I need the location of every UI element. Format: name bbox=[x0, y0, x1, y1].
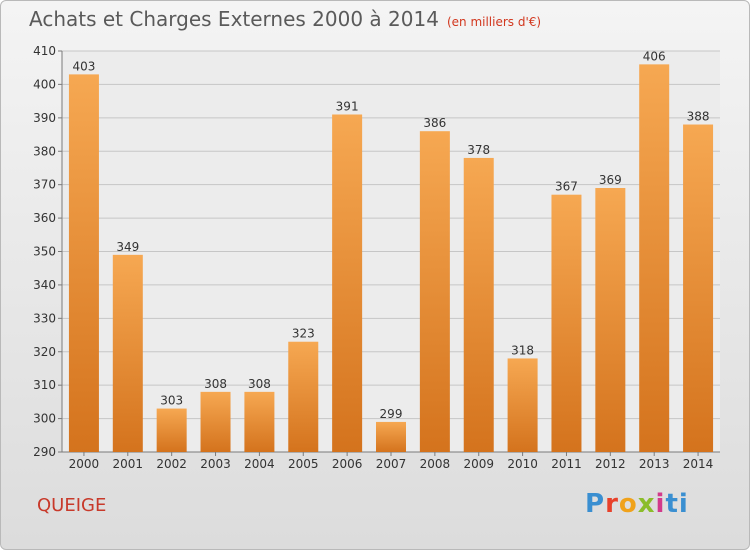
x-tick-label-2007: 2007 bbox=[376, 457, 407, 471]
bar-2010 bbox=[507, 358, 538, 452]
x-tick-label-2004: 2004 bbox=[244, 457, 275, 471]
data-label-2012: 369 bbox=[599, 173, 622, 187]
chart-title: Achats et Charges Externes 2000 à 2014 (e… bbox=[29, 7, 542, 31]
bar-2013 bbox=[639, 64, 670, 452]
y-tick-label: 330 bbox=[33, 311, 56, 325]
x-tick-label-2009: 2009 bbox=[463, 457, 494, 471]
bar-2006 bbox=[332, 114, 363, 452]
city-name: QUEIGE bbox=[37, 495, 107, 516]
data-label-2010: 318 bbox=[511, 343, 534, 357]
x-tick-label-2013: 2013 bbox=[639, 457, 670, 471]
x-tick-label-2001: 2001 bbox=[113, 457, 144, 471]
x-tick-label-2011: 2011 bbox=[551, 457, 582, 471]
data-label-2007: 299 bbox=[380, 407, 403, 421]
bar-2003 bbox=[200, 391, 231, 452]
bar-2002 bbox=[156, 408, 187, 452]
x-tick-label-2010: 2010 bbox=[507, 457, 538, 471]
bar-2014 bbox=[683, 124, 714, 453]
y-tick-label: 290 bbox=[33, 445, 56, 459]
y-tick-label: 350 bbox=[33, 245, 56, 259]
y-tick-label: 390 bbox=[33, 111, 56, 125]
data-label-2008: 386 bbox=[423, 116, 446, 130]
data-label-2013: 406 bbox=[643, 49, 666, 63]
y-tick-label: 310 bbox=[33, 378, 56, 392]
data-label-2005: 323 bbox=[292, 327, 315, 341]
data-label-2006: 391 bbox=[336, 99, 359, 113]
y-tick-label: 370 bbox=[33, 178, 56, 192]
y-tick-label: 300 bbox=[33, 412, 56, 426]
bar-2005 bbox=[288, 341, 319, 452]
bar-2004 bbox=[244, 391, 275, 452]
data-label-2002: 303 bbox=[160, 394, 183, 408]
x-tick-label-2000: 2000 bbox=[69, 457, 100, 471]
bar-2007 bbox=[376, 421, 406, 452]
x-tick-label-2006: 2006 bbox=[332, 457, 363, 471]
x-tick-label-2012: 2012 bbox=[595, 457, 626, 471]
y-tick-label: 410 bbox=[33, 44, 56, 58]
data-label-2000: 403 bbox=[72, 59, 95, 73]
y-tick-label: 340 bbox=[33, 278, 56, 292]
bar-2001 bbox=[112, 254, 143, 452]
y-tick-label: 400 bbox=[33, 77, 56, 91]
proxiti-logo: Proxiti bbox=[585, 489, 689, 519]
chart-unit: (en milliers d'€) bbox=[446, 15, 542, 29]
data-label-2003: 308 bbox=[204, 377, 227, 391]
x-tick-label-2002: 2002 bbox=[156, 457, 187, 471]
bar-2009 bbox=[463, 157, 494, 452]
x-tick-label-2003: 2003 bbox=[200, 457, 231, 471]
data-label-2004: 308 bbox=[248, 377, 271, 391]
bar-2012 bbox=[595, 188, 626, 452]
bar-2011 bbox=[551, 194, 582, 453]
bar-2008 bbox=[419, 131, 450, 452]
bar-2000 bbox=[68, 74, 99, 453]
data-label-2001: 349 bbox=[116, 240, 139, 254]
y-tick-label: 320 bbox=[33, 345, 56, 359]
x-tick-label-2014: 2014 bbox=[683, 457, 714, 471]
y-tick-label: 380 bbox=[33, 144, 56, 158]
y-tick-label: 360 bbox=[33, 211, 56, 225]
x-tick-label-2008: 2008 bbox=[420, 457, 451, 471]
data-label-2009: 378 bbox=[467, 143, 490, 157]
x-tick-label-2005: 2005 bbox=[288, 457, 319, 471]
data-label-2011: 367 bbox=[555, 180, 578, 194]
data-label-2014: 388 bbox=[687, 110, 710, 124]
